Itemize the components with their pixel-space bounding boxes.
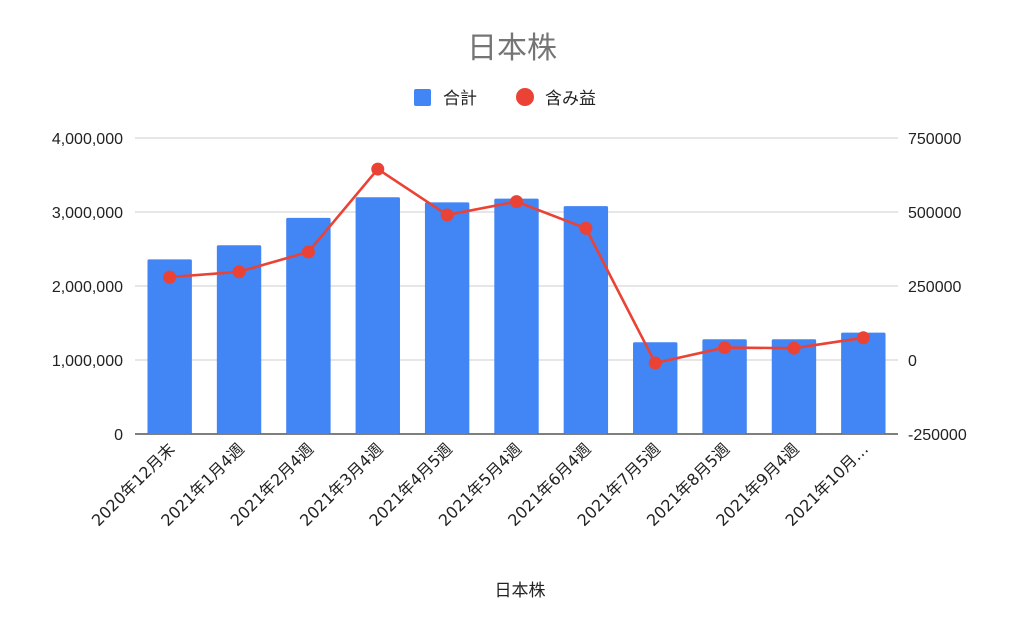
left-tick-label: 1,000,000 — [52, 353, 123, 370]
bar — [424, 202, 470, 434]
bar — [355, 197, 400, 434]
line-point — [579, 221, 593, 235]
legend-swatch-bar — [414, 89, 431, 106]
line-point — [232, 265, 246, 279]
line-point — [718, 341, 732, 355]
line-point — [301, 245, 315, 259]
right-tick-label: -250000 — [908, 427, 967, 444]
bar — [494, 198, 539, 434]
bar — [563, 206, 609, 434]
bar — [702, 339, 747, 434]
left-tick-label: 2,000,000 — [52, 279, 123, 296]
right-tick-label: 0 — [908, 353, 917, 370]
left-tick-label: 4,000,000 — [52, 131, 123, 148]
legend-swatch-line — [516, 88, 534, 106]
right-tick-label: 750000 — [908, 131, 961, 148]
left-tick-label: 3,000,000 — [52, 205, 123, 222]
bar — [841, 332, 886, 434]
right-axis-ticks: -250000 0 250000 500000 750000 — [908, 131, 967, 444]
bar — [147, 259, 192, 434]
bar — [286, 217, 331, 434]
bar — [216, 245, 262, 434]
line-point — [856, 331, 870, 345]
left-tick-label: 0 — [114, 427, 123, 444]
x-axis-label: 日本株 — [495, 581, 546, 601]
line-point — [510, 195, 523, 209]
right-tick-label: 250000 — [908, 279, 961, 296]
x-axis-ticks: 2020年12月末2021年1月4週2021年2月4週2021年3月4週2021… — [88, 439, 872, 530]
legend-label-line: 含み益 — [545, 89, 596, 109]
bars — [147, 197, 886, 434]
right-tick-label: 500000 — [908, 205, 961, 222]
line-point — [440, 208, 454, 222]
line-point — [648, 356, 662, 370]
legend-label-bar: 合計 — [443, 89, 477, 109]
bar — [771, 339, 817, 434]
line-point — [787, 341, 801, 355]
line-series — [163, 162, 870, 370]
chart-title: 日本株 — [467, 31, 557, 66]
line-point — [163, 270, 177, 284]
bar — [633, 342, 678, 434]
left-axis-ticks: 0 1,000,000 2,000,000 3,000,000 4,000,000 — [52, 131, 123, 444]
line-point — [371, 162, 385, 176]
legend: 合計 含み益 — [414, 88, 596, 109]
